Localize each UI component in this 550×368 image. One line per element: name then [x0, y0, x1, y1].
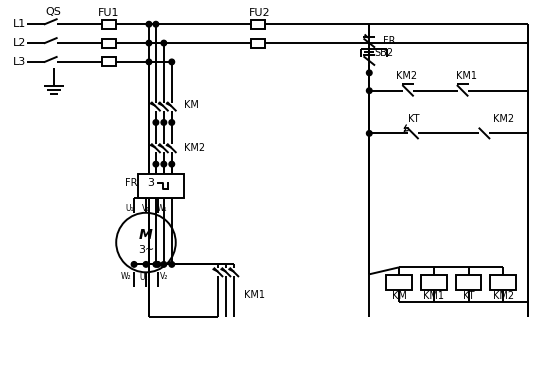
Text: KM2: KM2 [184, 143, 205, 153]
Text: KM1: KM1 [456, 71, 477, 81]
Circle shape [131, 262, 137, 267]
Text: KT: KT [408, 114, 420, 124]
Circle shape [161, 40, 167, 46]
Circle shape [366, 88, 372, 93]
Text: KM: KM [184, 100, 199, 110]
Bar [386, 275, 412, 290]
Text: W₁: W₁ [157, 204, 167, 213]
Circle shape [153, 262, 159, 267]
Text: V₂: V₂ [160, 272, 168, 281]
Circle shape [146, 21, 152, 27]
Circle shape [161, 162, 167, 167]
Circle shape [153, 162, 159, 167]
Bar [251, 39, 265, 47]
Text: 3~: 3~ [138, 244, 154, 255]
Circle shape [169, 120, 174, 125]
Text: W₂: W₂ [121, 272, 131, 281]
Text: FU2: FU2 [249, 8, 271, 18]
Text: FR: FR [125, 178, 138, 188]
Bar [102, 57, 116, 66]
Circle shape [366, 131, 372, 136]
Bar [421, 275, 447, 290]
Bar [102, 39, 116, 47]
Text: KM2: KM2 [397, 71, 417, 81]
Text: L1: L1 [13, 19, 26, 29]
Text: 3: 3 [147, 178, 155, 188]
Circle shape [146, 59, 152, 65]
Text: KM2: KM2 [493, 114, 514, 124]
Circle shape [169, 59, 174, 65]
Text: QS: QS [46, 7, 62, 17]
Circle shape [153, 21, 159, 27]
Circle shape [143, 262, 148, 267]
Text: KM: KM [392, 291, 406, 301]
Text: KT: KT [463, 291, 474, 301]
Text: L3: L3 [13, 57, 26, 67]
Text: SB2: SB2 [374, 48, 393, 58]
Text: L2: L2 [13, 38, 26, 48]
Text: KM1: KM1 [244, 290, 265, 300]
Circle shape [366, 70, 372, 76]
Circle shape [155, 262, 161, 267]
Bar [138, 174, 184, 198]
Text: U₁: U₁ [126, 204, 134, 213]
Circle shape [169, 262, 174, 267]
Text: FR: FR [383, 36, 395, 46]
Text: KM2: KM2 [493, 291, 514, 301]
Text: V₁: V₁ [142, 204, 150, 213]
Bar [102, 20, 116, 29]
Text: U₂: U₂ [140, 273, 148, 282]
Circle shape [153, 120, 159, 125]
Circle shape [146, 40, 152, 46]
Text: KM1: KM1 [424, 291, 444, 301]
Text: FU1: FU1 [97, 8, 119, 18]
Bar [491, 275, 516, 290]
Circle shape [161, 262, 167, 267]
Circle shape [161, 120, 167, 125]
Text: M: M [139, 228, 153, 242]
Circle shape [169, 162, 174, 167]
Bar [251, 20, 265, 29]
Bar [455, 275, 481, 290]
